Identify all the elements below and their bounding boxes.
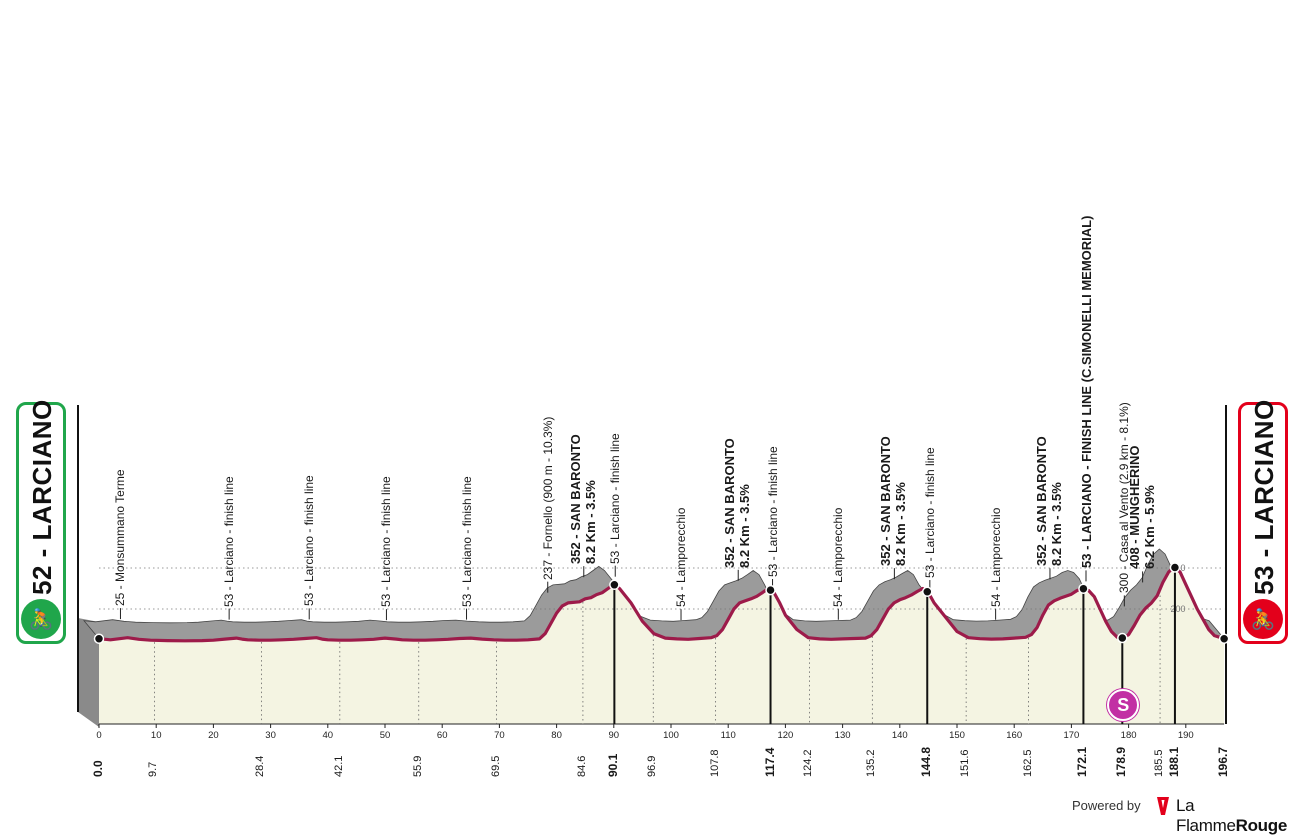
cyclist-icon: 🚴 (1243, 599, 1283, 639)
x-tick-label: 120 (777, 730, 793, 741)
km-point-label: 84.6 (575, 755, 588, 777)
x-tick-label: 40 (323, 730, 334, 741)
x-tick-label: 160 (1006, 730, 1022, 741)
km-point-label: 162.5 (1021, 749, 1034, 777)
km-point-label: 178.9 (1114, 746, 1129, 777)
climb-label: 352 - SAN BARONTO 8.2 Km - 3.5% (1034, 437, 1064, 567)
waypoint-label: 54 - Lamporecchio (674, 507, 689, 608)
km-point-label: 55.9 (411, 755, 424, 777)
start-badge: 52 - LARCIANO 🚴 (16, 399, 66, 644)
road-profile-line (98, 565, 1225, 643)
km-point-label: 96.9 (646, 755, 659, 777)
powered-by-text: Powered by (1072, 798, 1141, 813)
x-tick-label: 170 (1063, 730, 1079, 741)
km-point-label: 28.4 (254, 755, 267, 777)
start-badge-label: 52 - LARCIANO (27, 399, 57, 595)
climb-label-line: 352 - SAN BARONTO (567, 434, 583, 565)
x-tick-label: 30 (265, 730, 276, 741)
x-tick-label: 130 (835, 730, 851, 741)
km-point-label: 185.5 (1153, 749, 1166, 777)
key-point-dot (1218, 633, 1230, 644)
km-point-label: 151.6 (959, 749, 972, 777)
key-point-dot (765, 584, 776, 596)
waypoint-label: 53 - Larciano - finish line (302, 475, 317, 607)
x-tick-label: 70 (494, 730, 505, 741)
key-point-dot (1117, 632, 1128, 644)
waypoint-label: 53 - Larciano - finish line (222, 475, 237, 607)
key-point-dot (609, 579, 620, 591)
x-tick-label: 100 (663, 730, 679, 741)
brand-name: La FlammeRouge (1176, 796, 1300, 836)
km-point-label: 0.0 (91, 760, 105, 777)
finish-badge-label: 53 - LARCIANO (1249, 399, 1279, 595)
climb-label-line: 8.2 Km - 3.5% (582, 480, 598, 565)
climb-label-line: 6.2 Km - 5.9% (1141, 485, 1157, 570)
climb-label-line: 8.2 Km - 3.5% (893, 482, 909, 567)
x-tick-label: 150 (949, 730, 965, 741)
x-tick-label: 10 (151, 730, 162, 741)
climb-label-line: 8.2 Km - 3.5% (737, 483, 753, 568)
km-point-label: 90.1 (606, 753, 621, 777)
profile-side (78, 618, 99, 727)
climb-label: 408 - MUNGHERINO 6.2 Km - 5.9% (1127, 446, 1157, 570)
km-point-label: 135.2 (865, 749, 878, 777)
waypoint-label: 54 - Lamporecchio (831, 507, 846, 607)
x-tick-label: 20 (208, 730, 219, 741)
climb-label: 352 - SAN BARONTO 8.2 Km - 3.5% (878, 436, 908, 566)
x-tick-label: 60 (437, 730, 448, 741)
climb-label-line: 408 - MUNGHERINO (1126, 445, 1142, 570)
km-point-label: 42.1 (332, 755, 345, 777)
waypoint-label: 53 - Larciano - finish line (459, 475, 474, 607)
km-point-label: 107.8 (708, 749, 721, 777)
x-tick-label: 110 (721, 730, 736, 741)
x-tick-label: 50 (380, 730, 391, 741)
x-tick-label: 90 (609, 730, 620, 741)
km-point-label: 144.8 (919, 746, 934, 777)
km-point-label: 196.7 (1216, 746, 1231, 777)
brand-name-light: La Flamme (1176, 796, 1236, 835)
finish-badge: 53 - LARCIANO 🚴 (1238, 399, 1288, 644)
climb-label: 352 - SAN BARONTO 8.2 Km - 3.5% (722, 438, 752, 568)
km-point-label: 188.1 (1166, 746, 1181, 777)
profile-area (99, 567, 1225, 724)
waypoint-label: 53 - Larciano - finish line (608, 432, 623, 564)
km-point-label: 69.5 (489, 755, 502, 777)
waypoint-label: 237 - Fornello (900 m - 10.3%) (540, 416, 555, 580)
climb-label-line: 8.2 Km - 3.5% (1048, 482, 1064, 567)
climb-label: 352 - SAN BARONTO 8.2 Km - 3.5% (568, 434, 598, 564)
cyclist-icon: 🚴 (21, 599, 61, 639)
km-point-label: 124.2 (802, 749, 815, 777)
waypoint-label: 53 - LARCIANO - FINISH LINE (C.SIMONELLI… (1078, 215, 1094, 569)
sprint-badge: S (1107, 689, 1140, 721)
brand-name-bold: Rouge (1235, 816, 1288, 835)
flame-logo-icon (1157, 797, 1169, 815)
x-tick-label: 190 (1178, 730, 1194, 741)
km-point-label: 172.1 (1075, 746, 1090, 777)
x-tick-label: 180 (1121, 730, 1137, 741)
waypoint-label: 53 - Larciano - finish line (922, 447, 937, 579)
key-point-dot (1078, 583, 1089, 594)
x-tick-label: 80 (551, 730, 562, 741)
key-point-dot (1169, 562, 1181, 573)
elevation-tick-label: 200 (1170, 604, 1185, 614)
waypoint-label: 54 - Lamporecchio (988, 507, 1003, 607)
waypoint-label: 25 - Monsummano Terme (113, 469, 128, 607)
waypoint-label: 53 - Larciano - finish line (765, 446, 780, 577)
km-point-label: 117.4 (762, 747, 777, 777)
waypoint-label: 53 - Larciano - finish line (379, 476, 394, 608)
x-tick-label: 140 (892, 730, 908, 741)
key-point-dot (922, 586, 933, 598)
climb-label-line: 352 - SAN BARONTO (878, 436, 894, 567)
climb-label-line: 352 - SAN BARONTO (722, 437, 738, 568)
climb-label-line: 352 - SAN BARONTO (1033, 436, 1049, 567)
key-point-dot (93, 633, 105, 644)
km-point-label: 9.7 (147, 761, 160, 777)
x-tick-label: 0 (96, 730, 101, 741)
